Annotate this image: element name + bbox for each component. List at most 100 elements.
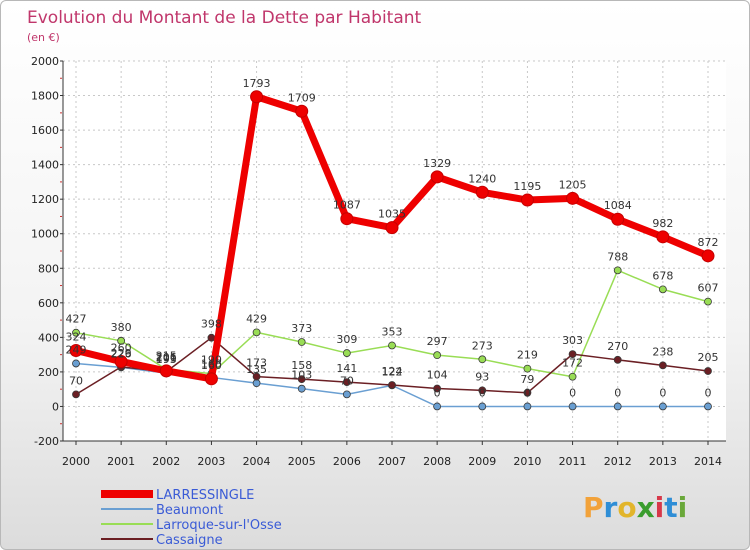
brand-letter: o [617, 491, 636, 524]
series-segment [346, 344, 393, 354]
data-point [388, 381, 396, 389]
data-label: 678 [652, 269, 673, 282]
data-point [433, 402, 442, 411]
y-tick-label: 1600 [31, 124, 59, 137]
series-segment [523, 194, 577, 204]
data-label: 193 [156, 353, 177, 366]
data-point [297, 384, 306, 393]
data-label: 303 [562, 334, 583, 347]
series-segment [210, 331, 258, 375]
data-label: 124 [382, 365, 403, 378]
series-segment [75, 366, 122, 396]
data-label: 1329 [423, 157, 451, 170]
data-label: 0 [569, 386, 576, 399]
data-label: 788 [607, 250, 628, 263]
series-segment [433, 173, 486, 196]
brand-letter: t [664, 491, 677, 524]
data-label: 429 [246, 312, 267, 325]
data-label: 1205 [559, 178, 587, 191]
data-point [613, 355, 622, 364]
data-label: 190 [201, 354, 222, 367]
series-segment [207, 93, 261, 383]
series-segment [300, 341, 348, 354]
data-point [613, 402, 622, 411]
data-label: 1087 [333, 199, 361, 212]
data-point [204, 372, 218, 386]
plot-background [63, 61, 726, 441]
data-point [613, 266, 622, 275]
brand-logo: Proxiti [583, 491, 687, 524]
x-tick-label: 2006 [333, 455, 361, 468]
y-tick-label: 200 [38, 366, 59, 379]
data-point [117, 336, 126, 345]
data-label: 373 [291, 322, 312, 335]
data-point [114, 355, 128, 369]
data-label: 324 [66, 330, 87, 343]
data-label: 0 [705, 386, 712, 399]
data-point [475, 185, 489, 199]
brand-letter: i [655, 491, 665, 524]
data-point [252, 328, 261, 337]
data-label: 103 [291, 369, 312, 382]
series-segment [346, 381, 393, 386]
series-segment [526, 353, 574, 394]
x-tick-label: 2003 [197, 455, 225, 468]
data-label: 122 [382, 365, 403, 378]
data-label: 104 [427, 368, 448, 381]
data-point [568, 372, 577, 381]
legend-label: Larroque-sur-l'Osse [156, 518, 282, 533]
data-label: 215 [156, 349, 177, 362]
series-segment [388, 173, 441, 232]
data-label: 353 [382, 325, 403, 338]
data-label: 160 [201, 359, 222, 372]
series-segment [391, 384, 438, 390]
data-label: 1195 [513, 180, 541, 193]
y-tick-label: 600 [38, 297, 59, 310]
data-point [433, 351, 442, 360]
data-label: 872 [698, 236, 719, 249]
data-point [478, 402, 487, 411]
series-segment [659, 233, 712, 260]
y-tick-label: 1800 [31, 90, 59, 103]
data-point [250, 90, 264, 104]
x-tick-label: 2009 [468, 455, 496, 468]
data-label: 0 [659, 386, 666, 399]
data-point [295, 104, 309, 118]
data-point [159, 364, 173, 378]
x-tick-label: 2013 [649, 455, 677, 468]
data-label: 70 [69, 374, 83, 387]
series-segment [481, 389, 529, 394]
data-label: 0 [524, 386, 531, 399]
x-tick-label: 2014 [694, 455, 722, 468]
data-label: 219 [517, 349, 538, 362]
brand-letter: P [583, 491, 604, 524]
data-label: 1793 [243, 77, 271, 90]
data-point [523, 388, 532, 397]
series-segment [436, 354, 484, 361]
series-segment [391, 344, 438, 356]
x-tick-label: 2008 [423, 455, 451, 468]
y-tick-label: 1200 [31, 193, 59, 206]
data-point [207, 333, 216, 342]
data-label: 398 [201, 318, 222, 331]
series-segment [346, 384, 393, 396]
brand-letter: i [678, 491, 688, 524]
data-point [611, 212, 625, 226]
data-point [478, 386, 487, 395]
data-point [72, 390, 80, 399]
x-tick-label: 2001 [107, 455, 135, 468]
data-point [340, 212, 354, 226]
series-segment [255, 331, 303, 343]
data-label: 135 [246, 363, 267, 376]
data-point [252, 372, 261, 381]
data-label: 141 [336, 362, 357, 375]
data-point [342, 390, 351, 399]
series-segment [75, 331, 122, 342]
series-segment [165, 336, 213, 373]
data-point [566, 191, 580, 205]
series-segment [391, 384, 438, 408]
data-label: 201 [156, 352, 177, 365]
series-segment [616, 269, 664, 291]
data-label: 0 [614, 386, 621, 399]
